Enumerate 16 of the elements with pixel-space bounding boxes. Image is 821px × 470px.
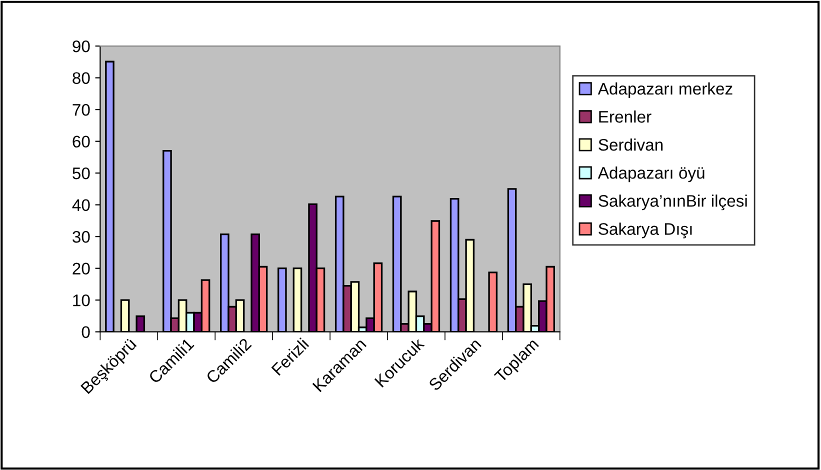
y-tick-label: 10: [73, 294, 90, 306]
legend-label: Adapazarı merkez: [598, 82, 732, 98]
y-tick-label: 40: [72, 199, 90, 212]
legend-label: Erenler: [599, 110, 652, 123]
y-tick-label: 70: [72, 104, 90, 116]
legend-label: Adapazarı öyü: [598, 166, 704, 182]
legend-label: Sakarya’nınBir ilçesi: [598, 194, 747, 210]
y-tick-label: 80: [72, 72, 90, 84]
legend-label: Serdivan: [598, 138, 663, 151]
legend-label: Sakarya Dışı: [598, 222, 692, 238]
y-tick-label: 20: [72, 262, 90, 275]
y-tick-label: 60: [72, 136, 90, 148]
y-tick-label: 50: [72, 167, 90, 180]
y-tick-label: 30: [72, 230, 90, 243]
y-tick-label: 90: [72, 40, 90, 52]
y-tick-label: 0: [82, 326, 90, 338]
